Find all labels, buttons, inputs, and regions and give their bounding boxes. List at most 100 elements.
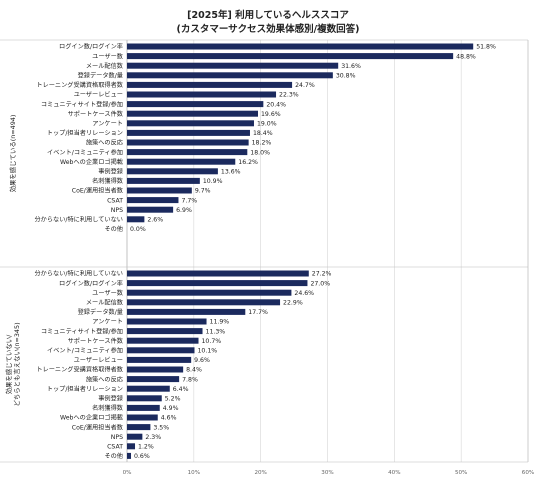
data-label: 10.9% (203, 178, 223, 185)
category-label: 分からない/特に利用していない (34, 216, 123, 224)
category-label: CSAT (107, 197, 123, 204)
bar (127, 337, 199, 344)
data-label: 10.1% (198, 348, 218, 355)
category-label: 施策への反応 (86, 139, 123, 147)
data-label: 17.7% (248, 309, 268, 316)
group-label: どちらとも言えない(n=345) (12, 322, 21, 406)
category-label: トレーニング受講資格取得者数 (36, 366, 123, 374)
category-label: コミュニティサイト登録/参加 (41, 100, 123, 108)
data-label: 19.0% (257, 121, 277, 128)
bar (127, 177, 200, 184)
category-label: CSAT (107, 444, 123, 451)
category-label: Webへの企業ロゴ掲載 (60, 414, 123, 422)
bar (127, 280, 308, 287)
bar (127, 168, 218, 175)
data-label: 2.6% (147, 217, 163, 224)
data-label: 24.7% (295, 82, 315, 89)
bar (127, 110, 258, 117)
category-label: ユーザーレビュー (74, 91, 123, 99)
bar (127, 43, 474, 50)
data-label: 8.4% (186, 367, 202, 374)
category-label: 名刺獲得数 (92, 177, 124, 185)
data-label: 7.7% (181, 197, 197, 204)
bar (127, 270, 309, 277)
chart-title: [2025年] 利用しているヘルススコア (187, 10, 349, 21)
group-label: 効果を感じていない/ (4, 334, 13, 395)
data-label: 0.6% (134, 453, 150, 460)
bar (127, 72, 333, 79)
category-label: その他 (104, 452, 123, 460)
bar (127, 129, 250, 136)
data-label: 3.5% (153, 424, 169, 431)
bar (127, 187, 192, 194)
x-tick-label: 0% (123, 470, 132, 476)
category-label: メール配信数 (86, 62, 124, 70)
data-label: 31.6% (341, 63, 361, 70)
bar (127, 318, 207, 325)
category-label: Webへの企業ロゴ掲載 (60, 158, 123, 166)
data-label: 11.9% (210, 319, 230, 326)
category-label: NPS (111, 434, 123, 441)
data-label: 30.8% (336, 73, 356, 80)
bar (127, 206, 174, 213)
bar (127, 414, 158, 421)
data-label: 9.6% (194, 357, 210, 364)
chart-subtitle: (カスタマーサクセス効果体感別/複数回答) (176, 24, 360, 35)
data-label: 18.4% (253, 130, 273, 137)
category-label: 事例登録 (98, 168, 124, 176)
category-label: ユーザー数 (92, 289, 124, 297)
data-label: 5.2% (165, 396, 181, 403)
category-label: ユーザー数 (92, 52, 124, 60)
bar (127, 62, 339, 69)
data-label: 1.2% (138, 444, 154, 451)
category-label: ユーザーレビュー (74, 356, 123, 364)
category-label: 名刺獲得数 (92, 404, 124, 412)
bar (127, 91, 277, 98)
category-label: CoE/運用担当者数 (72, 187, 124, 195)
bar (127, 158, 236, 165)
data-label: 2.3% (145, 434, 161, 441)
x-tick-label: 50% (455, 470, 467, 476)
bar (127, 120, 254, 127)
bar (127, 308, 246, 315)
category-label: CoE/運用担当者数 (72, 423, 124, 431)
bar (127, 356, 192, 363)
category-label: トレーニング受講資格取得者数 (36, 81, 123, 89)
bar (127, 366, 184, 373)
data-label: 9.7% (195, 188, 211, 195)
category-label: アンケート (92, 121, 123, 128)
category-label: トップ/担当者リレーション (47, 385, 123, 393)
data-label: 6.9% (176, 207, 192, 214)
bar (127, 149, 248, 156)
data-label: 4.6% (161, 415, 177, 422)
data-label: 13.6% (221, 169, 241, 176)
bar (127, 328, 203, 335)
data-label: 24.6% (294, 290, 314, 297)
data-label: 48.8% (456, 53, 476, 60)
bar (127, 424, 151, 431)
data-label: 22.3% (279, 92, 299, 99)
category-label: 施策への反応 (86, 375, 123, 383)
group-label: 効果を感じている(n=494) (8, 115, 17, 193)
data-label: 16.2% (238, 159, 258, 166)
data-label: 20.4% (266, 101, 286, 108)
data-label: 0.0% (130, 226, 146, 233)
bar (127, 81, 293, 88)
data-label: 7.8% (182, 376, 198, 383)
data-label: 6.4% (173, 386, 189, 393)
data-label: 11.3% (206, 328, 226, 335)
bar (127, 452, 132, 459)
category-label: ログイン数/ログイン率 (59, 43, 123, 51)
bar (127, 443, 136, 450)
bar (127, 385, 170, 392)
category-label: 事例登録 (98, 395, 124, 403)
bar (127, 197, 179, 204)
bar (127, 299, 281, 306)
category-label: 登録データ数/量 (78, 308, 123, 316)
bar (127, 404, 160, 411)
category-label: NPS (111, 207, 123, 214)
data-label: 4.9% (163, 405, 179, 412)
data-label: 22.9% (283, 300, 303, 307)
x-tick-label: 30% (321, 470, 333, 476)
bar (127, 395, 162, 402)
